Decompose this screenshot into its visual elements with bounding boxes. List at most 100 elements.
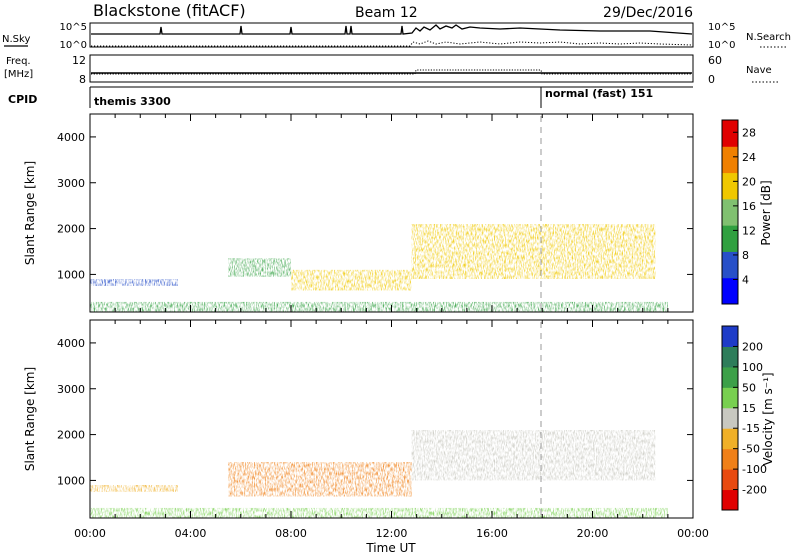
velocity-colorbar-segment — [722, 346, 738, 368]
cpid-segment-1: themis 3300 — [94, 95, 171, 108]
power-y-tick-label: 1000 — [57, 268, 85, 281]
power-colorbar-segment — [722, 146, 738, 174]
nsearch-label: N.Search — [746, 32, 791, 43]
velocity-colorbar-tick-label: -100 — [742, 463, 767, 476]
nave-trace — [91, 69, 692, 75]
power-heatmap — [90, 224, 668, 312]
velocity-colorbar-tick-label: 50 — [742, 381, 756, 394]
velocity-colorbar-tick-label: -50 — [742, 443, 760, 456]
time-tick-label: 00:00 — [74, 527, 106, 540]
velocity-echo-region — [90, 507, 668, 518]
velocity-y-tick-label: 1000 — [57, 474, 85, 487]
time-tick-label: 00:00 — [677, 527, 709, 540]
velocity-x-ticks — [89, 320, 694, 518]
nsky-trace — [91, 24, 693, 35]
velocity-colorbar: 200 100 50 15 -15 -50 -100 -200 — [721, 325, 767, 511]
freq-tick-top: 12 — [72, 54, 86, 67]
time-tick-label: 04:00 — [175, 527, 207, 540]
freq-label-1: Freq. — [6, 56, 31, 67]
power-colorbar-label: Power [dB] — [759, 180, 773, 245]
velocity-colorbar-frame — [721, 325, 739, 511]
power-colorbar-segment — [722, 251, 738, 279]
power-y-tick-label: 2000 — [57, 223, 85, 236]
velocity-echo-region — [228, 462, 412, 497]
freq-panel: Freq. [MHz] 12 8 60 0 Nave — [4, 54, 778, 86]
power-echo-region — [90, 279, 178, 286]
time-tick-label: 12:00 — [376, 527, 408, 540]
power-colorbar-segment — [722, 198, 738, 226]
power-colorbar-tick-label: 24 — [742, 151, 756, 164]
power-colorbar: 4 8 12 16 20 24 28 — [721, 119, 756, 305]
time-axis-labels: 00:00 04:00 08:00 12:00 16:00 20:00 00:00 — [74, 527, 709, 540]
velocity-colorbar-label: Velocity [m s⁻¹] — [761, 372, 775, 465]
freq-label-2: [MHz] — [4, 69, 33, 80]
station-title: Blackstone (fitACF) — [93, 1, 246, 20]
count-tick-left-bottom: 10^0 — [60, 40, 87, 51]
power-y-tick-label: 3000 — [57, 177, 85, 190]
freq-panel-frame — [89, 54, 694, 83]
time-tick-label: 16:00 — [476, 527, 508, 540]
power-colorbar-tick-label: 8 — [742, 249, 749, 262]
velocity-colorbar-segment — [722, 448, 738, 470]
nsearch-trace — [91, 40, 693, 47]
nave-label: Nave — [746, 65, 772, 76]
time-tick-label: 20:00 — [577, 527, 609, 540]
freq-tick-bottom: 8 — [79, 73, 86, 86]
nave-tick-top: 60 — [708, 54, 722, 67]
nave-tick-bottom: 0 — [708, 73, 715, 86]
velocity-colorbar-segment — [722, 428, 738, 450]
counts-panel-frame — [89, 22, 694, 48]
velocity-colorbar-tick-label: 15 — [742, 402, 756, 415]
cpid-label: CPID — [8, 93, 37, 106]
count-tick-right-bottom: 10^0 — [708, 40, 735, 51]
power-echo-region — [291, 269, 412, 291]
velocity-colorbar-segment — [722, 326, 738, 347]
velocity-colorbar-tick-label: 100 — [742, 361, 763, 374]
power-panel: 1000 2000 3000 4000 Slant Range [km] 4 8 12 16… — [23, 113, 773, 313]
cpid-segment-2: normal (fast) 151 — [545, 87, 653, 100]
nsky-label: N.Sky — [2, 34, 30, 45]
power-colorbar-tick-label: 16 — [742, 200, 756, 213]
power-echo-region — [90, 301, 668, 312]
velocity-colorbar-segment — [722, 407, 738, 429]
velocity-colorbar-tick-label: 200 — [742, 340, 763, 353]
velocity-heatmap — [90, 430, 668, 518]
counts-panel: N.Sky 10^5 10^0 10^5 10^0 N.Search — [2, 22, 791, 51]
velocity-colorbar-tick-label: -200 — [742, 484, 767, 497]
count-tick-left-top: 10^5 — [60, 22, 87, 33]
power-echo-region — [228, 258, 291, 277]
power-colorbar-segment — [722, 172, 738, 200]
velocity-colorbar-tick-label: -15 — [742, 422, 760, 435]
cpid-panel: CPID themis 3300 normal (fast) 151 — [8, 86, 693, 108]
beam-title: Beam 12 — [355, 5, 418, 21]
power-colorbar-tick-label: 28 — [742, 126, 756, 139]
power-x-ticks — [89, 114, 694, 312]
velocity-colorbar-segment — [722, 469, 738, 491]
velocity-y-axis-label: Slant Range [km] — [23, 367, 37, 471]
velocity-echo-region — [411, 430, 656, 481]
velocity-y-tick-label: 3000 — [57, 383, 85, 396]
power-colorbar-tick-label: 20 — [742, 175, 756, 188]
power-colorbar-segment — [722, 225, 738, 252]
velocity-colorbar-segment — [722, 387, 738, 409]
power-colorbar-frame — [721, 119, 739, 305]
velocity-y-tick-label: 2000 — [57, 429, 85, 442]
power-colorbar-tick-label: 12 — [742, 224, 756, 237]
velocity-colorbar-segment — [722, 366, 738, 388]
power-y-tick-label: 4000 — [57, 131, 85, 144]
power-colorbar-segment — [722, 120, 738, 147]
power-y-axis: 1000 2000 3000 4000 — [57, 131, 693, 281]
power-y-axis-label: Slant Range [km] — [23, 161, 37, 265]
power-colorbar-tick-label: 4 — [742, 273, 749, 286]
time-tick-label: 08:00 — [275, 527, 307, 540]
velocity-colorbar-segment — [722, 489, 738, 511]
count-tick-right-top: 10^5 — [708, 22, 735, 33]
date-title: 29/Dec/2016 — [603, 5, 693, 21]
velocity-echo-region — [90, 485, 178, 492]
velocity-y-axis: 1000 2000 3000 4000 — [57, 337, 693, 487]
velocity-y-tick-label: 4000 — [57, 337, 85, 350]
power-echo-region — [411, 224, 656, 279]
time-axis-title: Time UT — [365, 541, 416, 554]
